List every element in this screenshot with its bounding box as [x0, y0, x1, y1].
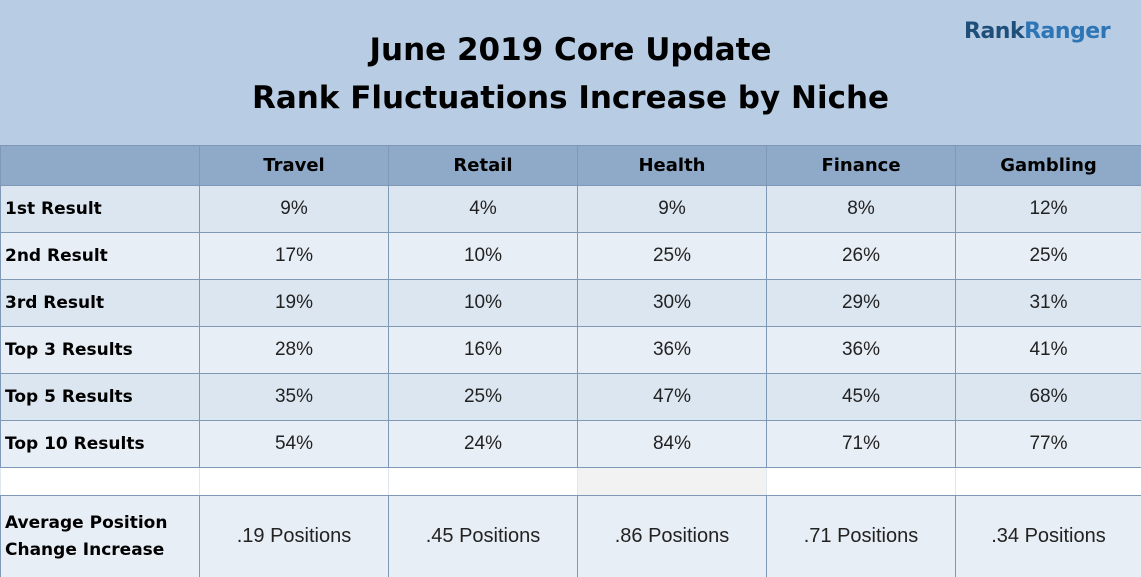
row-label: 3rd Result — [0, 279, 200, 327]
table-cell: 30% — [577, 279, 767, 327]
column-header-health: Health — [577, 145, 767, 186]
logo-part-rank: Rank — [964, 19, 1025, 44]
table-cell: 9% — [577, 185, 767, 233]
row-label: Average Position Change Increase — [0, 495, 200, 577]
table-cell: 54% — [199, 420, 389, 468]
table-cell: 24% — [388, 420, 578, 468]
rankranger-logo: RankRanger — [964, 19, 1111, 44]
table-cell: .19 Positions — [199, 495, 389, 577]
column-header-travel: Travel — [199, 145, 389, 186]
column-header-retail: Retail — [388, 145, 578, 186]
row-label: Top 5 Results — [0, 373, 200, 421]
table-row-average-position-change: Average Position Change Increase .19 Pos… — [0, 495, 1141, 577]
spacer-cell — [577, 467, 767, 496]
table-cell: .71 Positions — [766, 495, 956, 577]
chart-title: June 2019 Core Update Rank Fluctuations … — [0, 26, 1141, 122]
table-cell: 4% — [388, 185, 578, 233]
table-cell: 36% — [577, 326, 767, 374]
table-cell: .45 Positions — [388, 495, 578, 577]
table-cell: 10% — [388, 232, 578, 280]
title-line-2: Rank Fluctuations Increase by Niche — [251, 80, 890, 116]
spacer-cell — [955, 467, 1141, 496]
table-cell: 35% — [199, 373, 389, 421]
table-cell: .86 Positions — [577, 495, 767, 577]
table-row-top-3-results: Top 3 Results 28% 16% 36% 36% 41% — [0, 326, 1141, 374]
table-cell: 47% — [577, 373, 767, 421]
row-label-line-2: Change Increase — [5, 539, 165, 560]
table-cell: 77% — [955, 420, 1141, 468]
spacer-cell — [199, 467, 389, 496]
table-cell: 45% — [766, 373, 956, 421]
row-label: 2nd Result — [0, 232, 200, 280]
column-header-gambling: Gambling — [955, 145, 1141, 186]
row-label: Top 3 Results — [0, 326, 200, 374]
table-cell: 28% — [199, 326, 389, 374]
row-label: Top 10 Results — [0, 420, 200, 468]
table-cell: .34 Positions — [955, 495, 1141, 577]
table-cell: 25% — [577, 232, 767, 280]
header-row: Travel Retail Health Finance Gambling — [0, 145, 1141, 186]
spacer-cell — [766, 467, 956, 496]
row-label: 1st Result — [0, 185, 200, 233]
table-cell: 17% — [199, 232, 389, 280]
table-cell: 41% — [955, 326, 1141, 374]
corner-header — [0, 145, 200, 186]
table-cell: 25% — [388, 373, 578, 421]
row-label-line-1: Average Position — [5, 512, 168, 533]
table-cell: 25% — [955, 232, 1141, 280]
table-cell: 8% — [766, 185, 956, 233]
spacer-row — [0, 467, 1141, 496]
column-header-finance: Finance — [766, 145, 956, 186]
title-line-1: June 2019 Core Update — [369, 32, 772, 68]
logo-part-ranger: Ranger — [1024, 19, 1111, 44]
table-cell: 31% — [955, 279, 1141, 327]
table-cell: 12% — [955, 185, 1141, 233]
table-cell: 19% — [199, 279, 389, 327]
table-cell: 10% — [388, 279, 578, 327]
table-row-3rd-result: 3rd Result 19% 10% 30% 29% 31% — [0, 279, 1141, 327]
table-cell: 9% — [199, 185, 389, 233]
spacer-cell — [388, 467, 578, 496]
table-cell: 26% — [766, 232, 956, 280]
table-row-top-5-results: Top 5 Results 35% 25% 47% 45% 68% — [0, 373, 1141, 421]
table-row-1st-result: 1st Result 9% 4% 9% 8% 12% — [0, 185, 1141, 233]
header-banner: June 2019 Core Update Rank Fluctuations … — [0, 0, 1141, 145]
fluctuation-table: Travel Retail Health Finance Gambling 1s… — [0, 145, 1141, 577]
table-cell: 84% — [577, 420, 767, 468]
table-cell: 16% — [388, 326, 578, 374]
spacer-cell — [0, 467, 200, 496]
table-cell: 36% — [766, 326, 956, 374]
table-cell: 29% — [766, 279, 956, 327]
table-row-2nd-result: 2nd Result 17% 10% 25% 26% 25% — [0, 232, 1141, 280]
table-cell: 68% — [955, 373, 1141, 421]
table-row-top-10-results: Top 10 Results 54% 24% 84% 71% 77% — [0, 420, 1141, 468]
table-cell: 71% — [766, 420, 956, 468]
